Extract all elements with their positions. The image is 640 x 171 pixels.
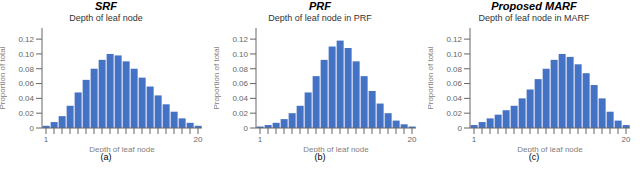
svg-text:20: 20 [408,135,417,144]
html-text:Depth of leaf node in MARF: Depth of leaf node in MARF [478,13,590,23]
svg-text:0.06: 0.06 [232,79,248,88]
html-text:(c): (c) [528,152,540,162]
svg-text:0.12: 0.12 [446,35,462,44]
html-text:(a): (a) [100,152,112,162]
html-text:Depth of leaf node in PRF: Depth of leaf node in PRF [268,13,372,23]
svg-text:0.02: 0.02 [446,109,462,118]
svg-text:0.02: 0.02 [18,109,34,118]
svg-text:Depth of leaf node: Depth of leaf node [517,145,583,152]
svg-text:Depth of leaf node: Depth of leaf node [303,145,369,152]
svg-text:0.04: 0.04 [232,94,248,103]
svg-text:0.10: 0.10 [232,50,248,59]
html-text:Depth of leaf node: Depth of leaf node [69,13,143,23]
svg-text:1: 1 [44,135,49,144]
svg-text:Depth of leaf node: Depth of leaf node [89,145,155,152]
svg-text:20: 20 [622,135,631,144]
svg-text:0.10: 0.10 [446,50,462,59]
html-text:(b): (b) [314,152,326,162]
svg-text:0.04: 0.04 [18,94,34,103]
svg-text:0: 0 [30,124,35,133]
svg-text:Proportion of total: Proportion of total [428,46,435,109]
svg-text:Proportion of total: Proportion of total [214,46,221,109]
svg-text:0.08: 0.08 [18,65,34,74]
svg-text:0.08: 0.08 [232,65,248,74]
svg-text:0.10: 0.10 [18,50,34,59]
svg-text:20: 20 [194,135,203,144]
svg-text:0.02: 0.02 [232,109,248,118]
svg-text:0.04: 0.04 [446,94,462,103]
svg-text:0: 0 [458,124,463,133]
svg-text:0.08: 0.08 [446,65,462,74]
html-text:Proposed MARF: Proposed MARF [491,0,577,12]
svg-text:0.12: 0.12 [18,35,34,44]
svg-text:0.12: 0.12 [232,35,248,44]
svg-text:1: 1 [472,135,477,144]
svg-text:0: 0 [244,124,249,133]
svg-text:0.06: 0.06 [18,79,34,88]
svg-text:0.06: 0.06 [446,79,462,88]
html-text:PRF: PRF [309,0,331,12]
svg-text:1: 1 [258,135,263,144]
html-text:SRF: SRF [95,0,117,12]
